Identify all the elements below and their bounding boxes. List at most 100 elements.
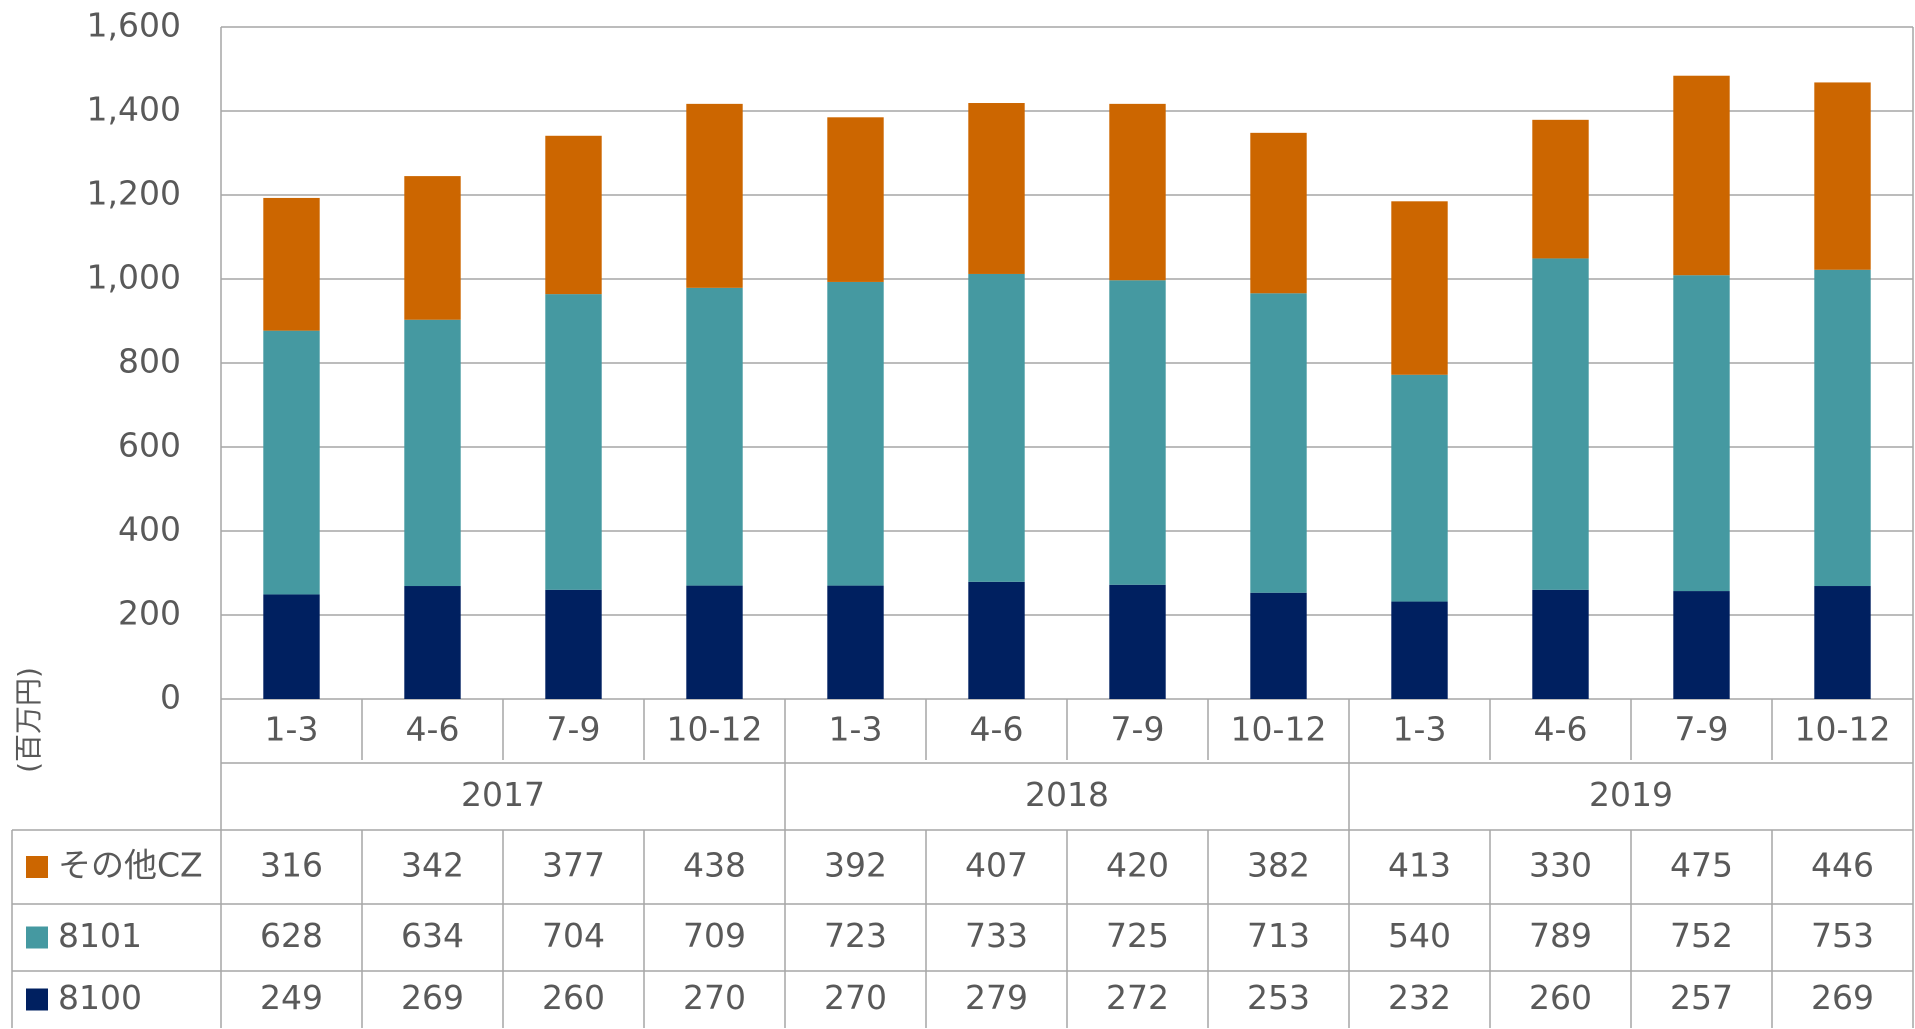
year-label: 2019 [1589,775,1673,814]
bar [827,281,884,586]
bar [404,319,461,587]
y-tick-label: 600 [118,426,181,465]
x-tick-label: 4-6 [970,710,1024,749]
table-value: 269 [401,978,464,1017]
bar [686,585,743,699]
table-value: 753 [1811,916,1874,955]
bar [1532,258,1589,590]
y-tick-label: 800 [118,342,181,381]
x-tick-label: 1-3 [1393,710,1447,749]
bar [686,103,743,288]
legend-swatch [26,988,48,1011]
table-value: 704 [542,916,605,955]
x-tick-label: 10-12 [1231,710,1327,749]
x-tick-label: 10-12 [667,710,763,749]
table-value: 330 [1529,846,1592,885]
year-label: 2018 [1025,775,1109,814]
legend-label: 8100 [58,978,142,1017]
table-value: 540 [1388,916,1451,955]
table-value: 272 [1106,978,1169,1017]
table-value: 713 [1247,916,1310,955]
bar [404,176,461,320]
bar [1391,374,1448,602]
table-value: 438 [683,846,746,885]
y-tick-label: 1,400 [87,90,181,129]
bar [545,294,602,590]
bar [1532,119,1589,259]
bar [968,581,1025,699]
table-value: 446 [1811,846,1874,885]
table-value: 260 [1529,978,1592,1017]
bar [1532,589,1589,699]
y-tick-label: 1,600 [87,6,181,45]
table-value: 628 [260,916,323,955]
bar [827,585,884,699]
table-value: 253 [1247,978,1310,1017]
bar [1673,75,1730,276]
table-value: 232 [1388,978,1451,1017]
y-tick-label: 200 [118,594,181,633]
x-tick-label: 4-6 [406,710,460,749]
table-value: 316 [260,846,323,885]
bar [1814,586,1871,699]
table-value: 789 [1529,916,1592,955]
x-tick-label: 1-3 [829,710,883,749]
bar [1250,592,1307,699]
table-value: 723 [824,916,887,955]
table-value: 420 [1106,846,1169,885]
table-value: 270 [683,978,746,1017]
bar [1673,275,1730,592]
table-value: 257 [1670,978,1733,1017]
table-value: 725 [1106,916,1169,955]
table-value: 392 [824,846,887,885]
y-tick-label: 1,200 [87,174,181,213]
bar [968,103,1025,274]
table-value: 407 [965,846,1028,885]
bar [263,594,320,699]
y-tick-label: 0 [160,678,181,717]
x-tick-label: 7-9 [547,710,601,749]
table-value: 342 [401,846,464,885]
table-value: 260 [542,978,605,1017]
bar [1109,280,1166,585]
bar [263,330,320,595]
x-tick-label: 1-3 [265,710,319,749]
table-value: 377 [542,846,605,885]
bar [404,586,461,699]
x-tick-label: 7-9 [1675,710,1729,749]
table-value: 269 [1811,978,1874,1017]
y-tick-label: 1,000 [87,258,181,297]
bar [1391,201,1448,375]
bar [1109,584,1166,699]
legend-label: その他CZ [58,846,203,885]
table-value: 634 [401,916,464,955]
legend-swatch [26,856,48,878]
table-value: 475 [1670,846,1733,885]
bar [1250,132,1307,294]
bar [968,273,1025,582]
table-value: 413 [1388,846,1451,885]
table-value: 249 [260,978,323,1017]
bar [263,197,320,331]
table-value: 382 [1247,846,1310,885]
table-value: 270 [824,978,887,1017]
x-tick-label: 7-9 [1111,710,1165,749]
x-tick-label: 10-12 [1795,710,1891,749]
table-value: 752 [1670,916,1733,955]
y-axis-label: (百万円) [12,667,45,773]
bar [1814,269,1871,587]
x-tick-label: 4-6 [1534,710,1588,749]
legend-label: 8101 [58,916,142,955]
bar [1250,293,1307,593]
bar [1673,591,1730,699]
table-value: 279 [965,978,1028,1017]
year-label: 2017 [461,775,545,814]
bar [1814,82,1871,270]
bar [545,589,602,699]
bar [827,117,884,282]
y-tick-label: 400 [118,510,181,549]
table-value: 709 [683,916,746,955]
bar [1391,601,1448,699]
bar [1109,103,1166,281]
